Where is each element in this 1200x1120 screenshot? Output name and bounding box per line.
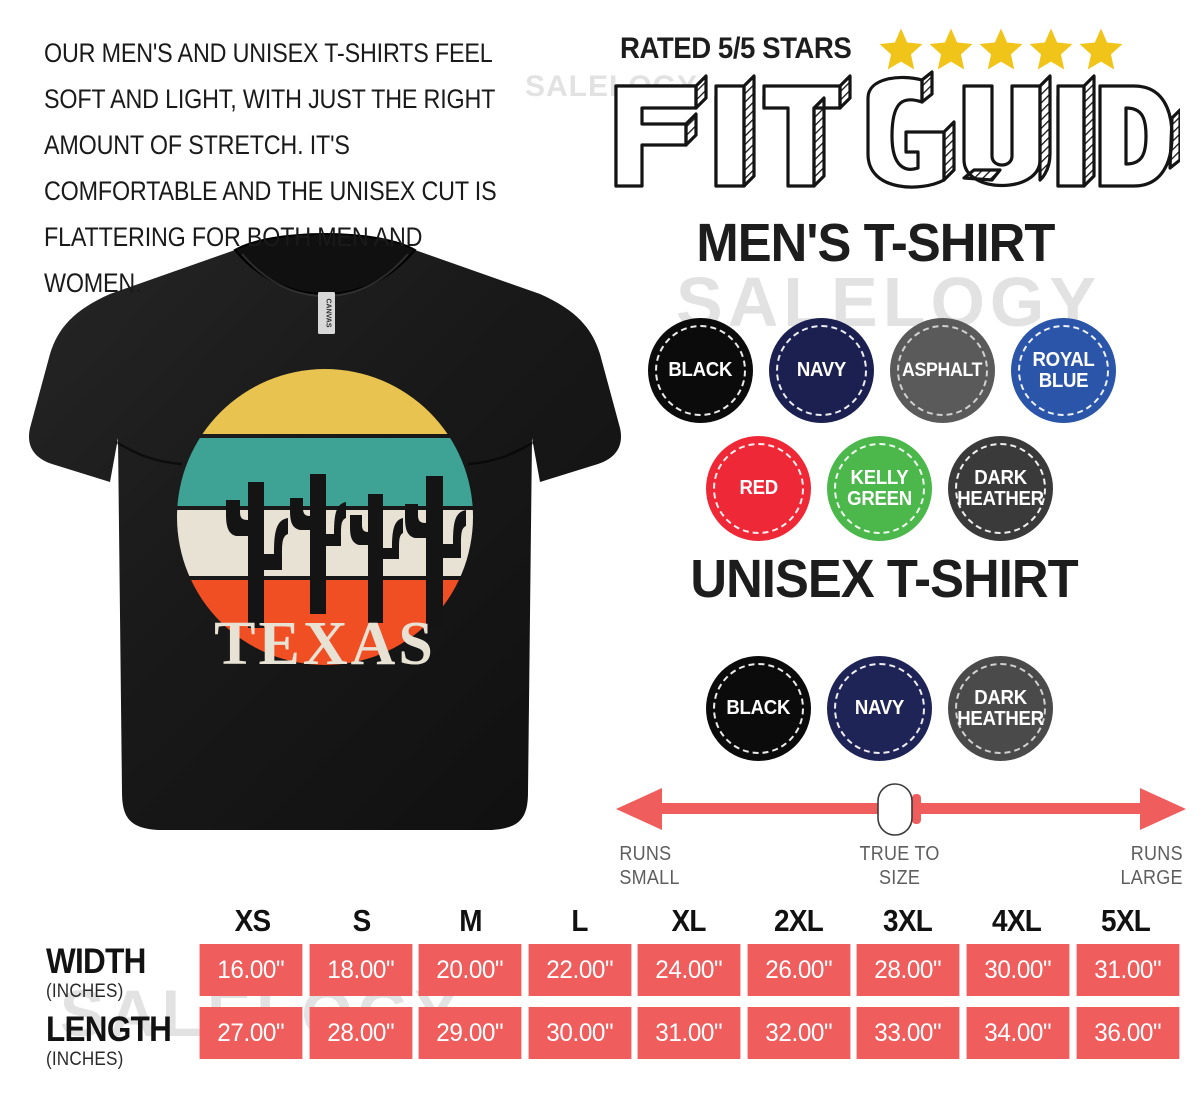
swatch-label: NAVY (796, 359, 847, 381)
fit-scale-labels: RUNS SMALL TRUE TO SIZE RUNS LARGE (616, 842, 1186, 890)
tshirt-product-image: CANVAS TEXAS (20, 232, 630, 912)
table-cell: 28.00" (309, 1007, 412, 1059)
table-cell: 22.00" (528, 944, 631, 996)
swatch-label: DARK HEATHER (957, 466, 1044, 510)
section-title-unisex: UNISEX T-SHIRT (690, 549, 1078, 609)
star-rating (877, 26, 1125, 72)
color-swatch-navy[interactable]: NAVY (769, 318, 874, 423)
color-swatch-dark-heather[interactable]: DARK HEATHER (948, 436, 1053, 541)
table-cell: 24.00" (637, 944, 741, 996)
table-cell: 20.00" (418, 944, 522, 996)
mens-color-row-2: RED KELLY GREEN DARK HEATHER (706, 436, 1053, 541)
size-header-2xl: 2XL (773, 903, 824, 938)
swatch-label: KELLY GREEN (847, 466, 912, 510)
size-header-l: L (571, 903, 589, 938)
star-icon (929, 28, 973, 70)
section-title-mens: MEN'S T-SHIRT (696, 213, 1055, 273)
size-header-3xl: 3XL (882, 903, 933, 938)
size-header-xl: XL (671, 903, 707, 938)
table-cell: 32.00" (747, 1007, 850, 1059)
row-label-width: WIDTH (46, 942, 146, 981)
table-cell: 34.00" (966, 1007, 1069, 1059)
size-header-m: M (459, 903, 483, 938)
star-icon (1079, 28, 1123, 70)
fit-label-runs-large: RUNS LARGE (1120, 843, 1183, 889)
fit-label-true-to-size: TRUE TO SIZE (859, 843, 941, 889)
swatch-label: RED (739, 477, 778, 499)
color-swatch-navy[interactable]: NAVY (827, 656, 932, 761)
unisex-color-row: BLACK NAVY DARK HEATHER (706, 656, 1053, 761)
fit-label-runs-small: RUNS SMALL (619, 843, 680, 889)
size-chart-body: 16.00" 18.00" 20.00" 22.00" 24.00" 26.00… (198, 944, 1180, 1070)
table-cell: 31.00" (637, 1007, 741, 1059)
table-cell: 36.00" (1076, 1007, 1179, 1059)
swatch-label: ROYAL BLUE (1032, 348, 1095, 392)
row-label-length: LENGTH (46, 1010, 172, 1049)
table-cell: 30.00" (966, 944, 1069, 996)
color-swatch-royal-blue[interactable]: ROYAL BLUE (1011, 318, 1116, 423)
intro-paragraph: OUR MEN'S AND UNISEX T-SHIRTS FEEL SOFT … (44, 38, 497, 298)
color-swatch-asphalt[interactable]: ASPHALT (890, 318, 995, 423)
intro-description: OUR MEN'S AND UNISEX T-SHIRTS FEEL SOFT … (44, 30, 574, 306)
table-cell: 28.00" (856, 944, 960, 996)
table-cell: 31.00" (1076, 944, 1179, 996)
color-swatch-black[interactable]: BLACK (706, 656, 811, 761)
table-cell: 27.00" (199, 1007, 302, 1059)
size-chart-header: XS S M L XL 2XL 3XL 4XL 5XL (198, 903, 1180, 939)
fit-guide-headline (600, 68, 1180, 193)
size-chart-row-labels: WIDTH (INCHES) LENGTH (INCHES) (46, 944, 196, 1072)
swatch-label: BLACK (726, 697, 791, 719)
star-icon (979, 28, 1023, 70)
color-swatch-black[interactable]: BLACK (648, 318, 753, 423)
size-header-5xl: 5XL (1100, 903, 1151, 938)
table-cell: 26.00" (747, 944, 850, 996)
slider-handle (877, 783, 913, 836)
color-swatch-dark-heather[interactable]: DARK HEATHER (948, 656, 1053, 761)
size-header-xs: XS (234, 903, 272, 938)
rating-label: RATED 5/5 STARS (620, 32, 852, 65)
mens-color-row-1: BLACK NAVY ASPHALT ROYAL BLUE (648, 318, 1116, 423)
swatch-label: ASPHALT (902, 360, 983, 381)
row-unit-width: (INCHES) (46, 981, 124, 1002)
watermark-middle: SALELOGY (676, 263, 1102, 341)
star-icon (879, 28, 923, 70)
cactus-silhouettes (226, 474, 466, 628)
row-unit-length: (INCHES) (46, 1049, 124, 1070)
rating-block: RATED 5/5 STARS (620, 26, 1125, 72)
star-icon (1029, 28, 1073, 70)
swatch-label: NAVY (854, 697, 905, 719)
table-cell: 30.00" (528, 1007, 631, 1059)
size-chart-row-width: 16.00" 18.00" 20.00" 22.00" 24.00" 26.00… (198, 944, 1180, 996)
swatch-label: BLACK (668, 359, 733, 381)
brand-tag: CANVAS (318, 292, 335, 334)
table-cell: 18.00" (309, 944, 412, 996)
swatch-label: DARK HEATHER (957, 686, 1044, 730)
color-swatch-kelly-green[interactable]: KELLY GREEN (827, 436, 932, 541)
size-header-4xl: 4XL (991, 903, 1042, 938)
size-chart-row-length: 27.00" 28.00" 29.00" 30.00" 31.00" 32.00… (198, 1007, 1180, 1059)
table-cell: 16.00" (199, 944, 302, 996)
color-swatch-red[interactable]: RED (706, 436, 811, 541)
tshirt-graphic-text: TEXAS (214, 610, 436, 678)
fit-scale-slider[interactable] (616, 778, 1186, 840)
svg-text:CANVAS: CANVAS (325, 298, 332, 327)
table-cell: 29.00" (418, 1007, 522, 1059)
table-cell: 33.00" (856, 1007, 960, 1059)
size-header-s: S (352, 903, 372, 938)
